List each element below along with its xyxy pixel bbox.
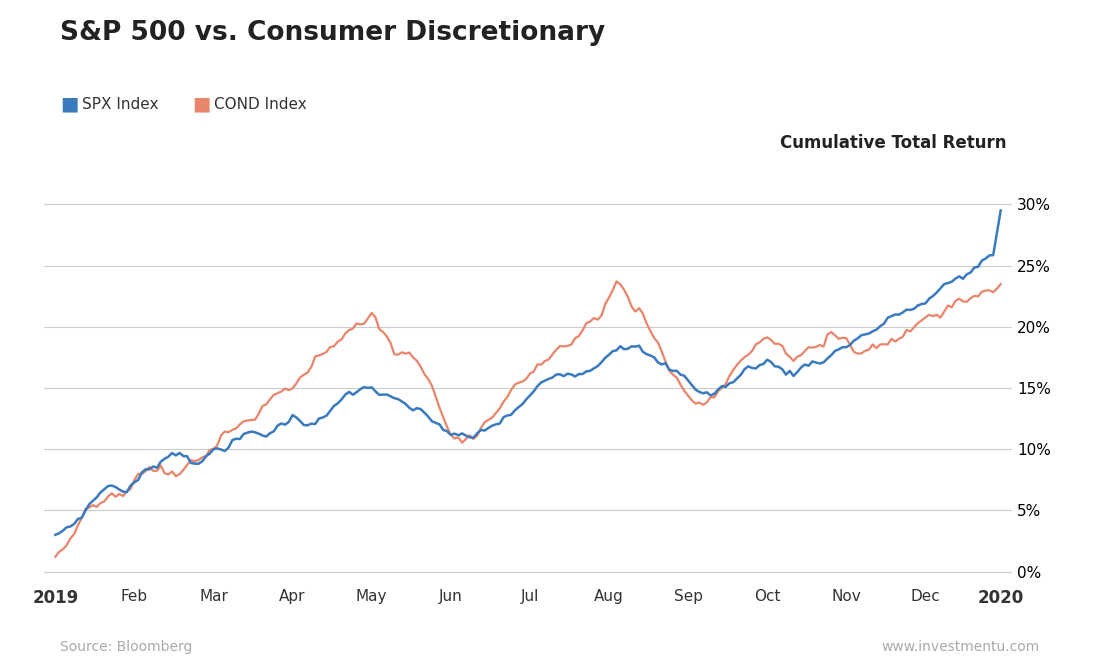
Text: ■: ■: [60, 95, 79, 113]
Text: www.investmentu.com: www.investmentu.com: [881, 640, 1040, 654]
Text: S&P 500 vs. Consumer Discretionary: S&P 500 vs. Consumer Discretionary: [60, 20, 606, 46]
Text: Source: Bloomberg: Source: Bloomberg: [60, 640, 192, 654]
Text: COND Index: COND Index: [214, 97, 307, 111]
Text: SPX Index: SPX Index: [82, 97, 160, 111]
Text: Cumulative Total Return: Cumulative Total Return: [780, 134, 1006, 152]
Text: ■: ■: [192, 95, 211, 113]
